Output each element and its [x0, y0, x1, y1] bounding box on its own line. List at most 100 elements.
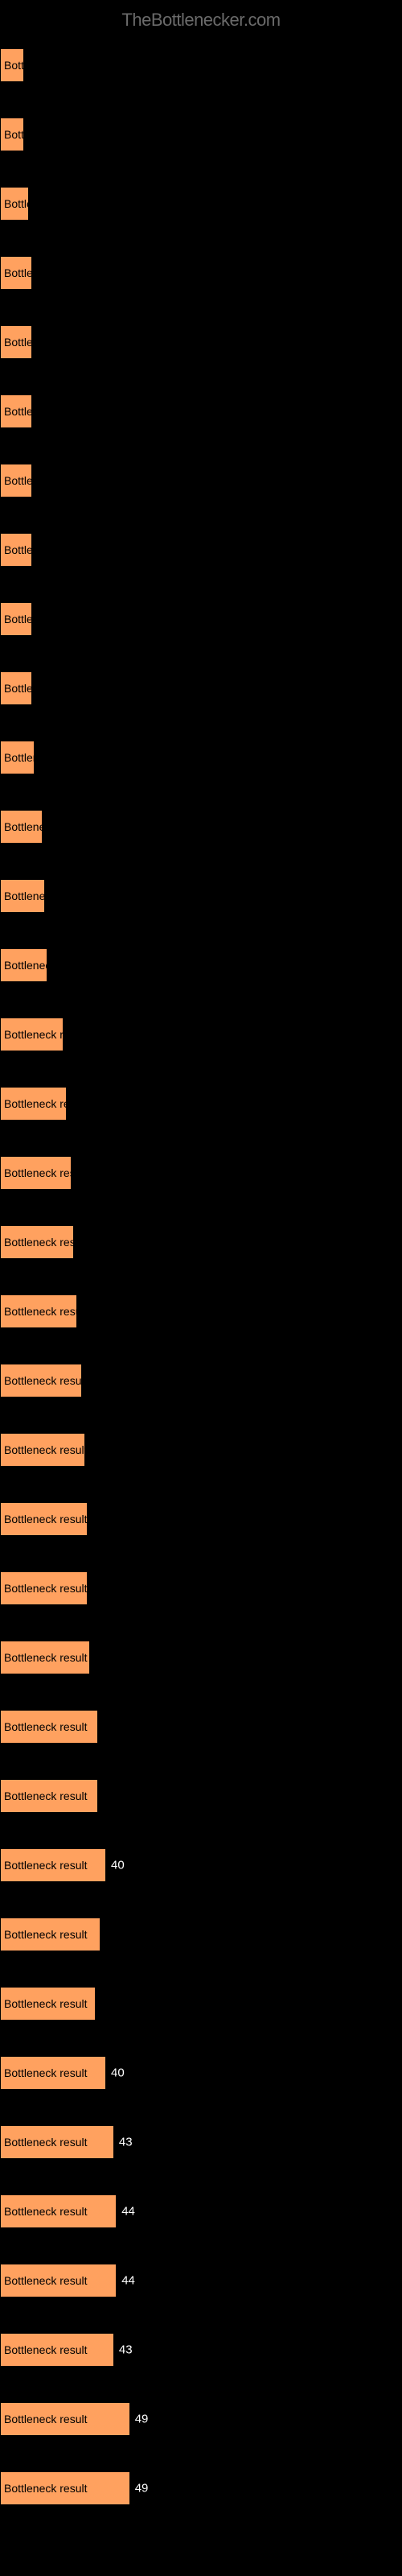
bar: Bottleneck result — [0, 602, 32, 636]
bar-row: Bottleneck result12 — [0, 533, 402, 602]
bar-label: Bottleneck result — [4, 405, 32, 418]
bar: Bottleneck result — [0, 187, 29, 221]
bar-label: Bottleneck result — [4, 890, 45, 902]
bar: Bottleneck result — [0, 1987, 96, 2021]
bar-label: Bottleneck result — [4, 197, 29, 210]
bar-row: Bottleneck result12 — [0, 602, 402, 671]
bar: Bottleneck result — [0, 464, 32, 497]
bar-label: Bottleneck result — [4, 59, 24, 72]
bar-label: Bottleneck result — [4, 1374, 82, 1387]
bar-value: 40 — [111, 1859, 125, 1872]
bar-row: Bottleneck result12 — [0, 464, 402, 533]
bar: Bottleneck result — [0, 1641, 90, 1674]
bar-row: Bottleneck result16 — [0, 810, 402, 879]
bar-value: 49 — [135, 2413, 149, 2426]
bar-row: Bottleneck result38 — [0, 1918, 402, 1987]
bar-label: Bottleneck result — [4, 266, 32, 279]
bar-value: 44 — [121, 2274, 135, 2288]
bar-label: Bottleneck result — [4, 2066, 88, 2079]
bar-label: Bottleneck result — [4, 1236, 74, 1249]
bar-value: 43 — [119, 2136, 133, 2149]
bar-label: Bottleneck result — [4, 1166, 72, 1179]
bar: Bottleneck result — [0, 118, 24, 151]
bar-label: Bottleneck result — [4, 2343, 88, 2356]
bar-label: Bottleneck result — [4, 2136, 88, 2149]
bar-label: Bottleneck result — [4, 1028, 64, 1041]
bar-row: Bottleneck result 49 — [0, 2471, 402, 2541]
bar: Bottleneck result — [0, 810, 43, 844]
bar-label: Bottleneck result — [4, 1513, 88, 1525]
bar-value: 49 — [135, 2482, 149, 2496]
bar: Bottleneck result — [0, 394, 32, 428]
bar: Bottleneck result — [0, 2333, 114, 2367]
bar-row: Bottleneck result9 — [0, 48, 402, 118]
bar: Bottleneck result — [0, 1502, 88, 1536]
bar: Bottleneck result — [0, 533, 32, 567]
bar-row: Bottleneck result 40 — [0, 1848, 402, 1918]
bar: Bottleneck result — [0, 2402, 130, 2436]
bar: Bottleneck result — [0, 671, 32, 705]
bar-row: Bottleneck result33 — [0, 1571, 402, 1641]
bar-row: Bottleneck result33 — [0, 1502, 402, 1571]
bar: Bottleneck result — [0, 1710, 98, 1744]
bar-label: Bottleneck result — [4, 1928, 88, 1941]
bar-label: Bottleneck result — [4, 1305, 77, 1318]
bar-row: Bottleneck result12 — [0, 394, 402, 464]
bar: Bottleneck result — [0, 1225, 74, 1259]
bar: Bottleneck result — [0, 741, 35, 774]
bar: Bottleneck result — [0, 325, 32, 359]
bar-label: Bottleneck result — [4, 2274, 88, 2287]
bar: Bottleneck result — [0, 2471, 130, 2505]
bar-label: Bottleneck result — [4, 1997, 88, 2010]
bar: Bottleneck result — [0, 1364, 82, 1397]
bar: Bottleneck result — [0, 256, 32, 290]
bar-row: Bottleneck result36 — [0, 1987, 402, 2056]
bar-row: Bottleneck result31 — [0, 1364, 402, 1433]
bar-row: Bottleneck result37 — [0, 1779, 402, 1848]
bar-row: Bottleneck result12 — [0, 325, 402, 394]
bar: Bottleneck result — [0, 1918, 100, 1951]
bar-row: Bottleneck result25 — [0, 1087, 402, 1156]
bar-row: Bottleneck result27 — [0, 1156, 402, 1225]
bar-row: Bottleneck result28 — [0, 1225, 402, 1294]
bar: Bottleneck result — [0, 2194, 117, 2228]
bar-row: Bottleneck result13 — [0, 741, 402, 810]
bar: Bottleneck result — [0, 2264, 117, 2297]
bar: Bottleneck result — [0, 1433, 85, 1467]
bottleneck-bar-chart: Bottleneck result9Bottleneck result9Bott… — [0, 48, 402, 2541]
bar-row: Bottleneck result29 — [0, 1294, 402, 1364]
bar-label: Bottleneck result — [4, 613, 32, 625]
bar-row: Bottleneck result32 — [0, 1433, 402, 1502]
bar-row: Bottleneck result34 — [0, 1641, 402, 1710]
bar-row: Bottleneck result9 — [0, 118, 402, 187]
bar: Bottleneck result — [0, 1848, 106, 1882]
bar-value: 40 — [111, 2066, 125, 2080]
bar-row: Bottleneck result 40 — [0, 2056, 402, 2125]
bar: Bottleneck result — [0, 1087, 67, 1121]
bar-label: Bottleneck result — [4, 1097, 67, 1110]
bar-label: Bottleneck result — [4, 1582, 88, 1595]
site-title: TheBottlenecker.com — [0, 10, 402, 31]
bar: Bottleneck result — [0, 879, 45, 913]
bar: Bottleneck result — [0, 2056, 106, 2090]
bar-row: Bottleneck result 43 — [0, 2125, 402, 2194]
bar-label: Bottleneck result — [4, 336, 32, 349]
bar-label: Bottleneck result — [4, 2482, 88, 2495]
bar-row: Bottleneck result43 — [0, 2333, 402, 2402]
bar-label: Bottleneck result — [4, 959, 47, 972]
bar-row: Bottleneck result37 — [0, 1710, 402, 1779]
bar-row: Bottleneck result24 — [0, 1018, 402, 1087]
bar-row: Bottleneck result18 — [0, 948, 402, 1018]
bar-label: Bottleneck result — [4, 2413, 88, 2425]
bar-label: Bottleneck result — [4, 682, 32, 695]
bar-label: Bottleneck result — [4, 1443, 85, 1456]
bar-label: Bottleneck result — [4, 1790, 88, 1802]
bar-row: Bottleneck result44 — [0, 2194, 402, 2264]
bar-label: Bottleneck result — [4, 543, 32, 556]
bar: Bottleneck result — [0, 48, 24, 82]
bar: Bottleneck result — [0, 1294, 77, 1328]
bar-label: Bottleneck result — [4, 128, 24, 141]
bar-label: Bottleneck result — [4, 751, 35, 764]
bar-row: Bottleneck result11 — [0, 187, 402, 256]
bar: Bottleneck result — [0, 2125, 114, 2159]
